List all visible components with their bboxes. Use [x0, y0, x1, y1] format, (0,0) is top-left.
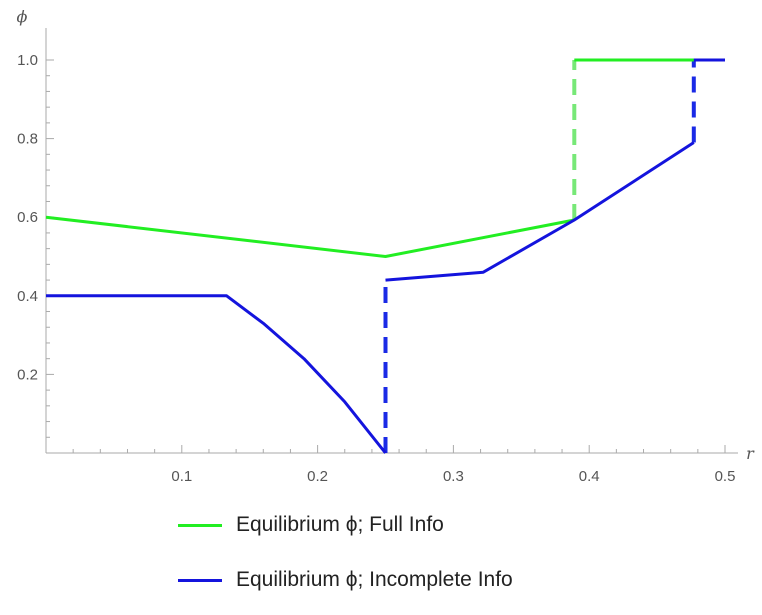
x-tick-label: 0.1	[171, 468, 192, 485]
legend-swatch-green	[178, 523, 222, 527]
series-1-line	[385, 141, 695, 282]
plot-area	[45, 58, 725, 454]
y-tick-label: 0.2	[17, 366, 38, 383]
axes	[45, 28, 738, 454]
series-0-line	[45, 215, 575, 258]
x-tick-label: 0.4	[579, 468, 600, 485]
x-axis-label: r	[746, 444, 755, 463]
x-tick-label: 0.3	[443, 468, 464, 485]
y-tick-label: 0.6	[17, 209, 38, 226]
legend-label: Equilibrium ϕ; Incomplete Info	[236, 568, 513, 591]
legend-label: Equilibrium ϕ; Full Info	[236, 513, 444, 536]
ticks: 0.1 0.2 0.3 0.4 0.5 0.2 0.4 0.6 0.8 1.0	[17, 52, 735, 485]
legend-item-full-info: Equilibrium ϕ; Full Info	[178, 505, 513, 545]
series-1-line	[46, 294, 387, 454]
y-axis-label: ϕ	[17, 7, 28, 26]
line-chart: 0.1 0.2 0.3 0.4 0.5 0.2 0.4 0.6 0.8 1.0 r ϕ	[17, 7, 756, 485]
y-tick-label: 1.0	[17, 52, 38, 69]
legend-item-incomplete-info: Equilibrium ϕ; Incomplete Info	[178, 560, 513, 600]
legend-swatch-blue	[178, 578, 222, 582]
x-tick-label: 0.2	[307, 468, 328, 485]
legend: Equilibrium ϕ; Full Info Equilibrium ϕ; …	[178, 505, 513, 615]
y-tick-label: 0.8	[17, 131, 38, 148]
y-tick-label: 0.4	[17, 288, 38, 305]
x-tick-label: 0.5	[715, 468, 736, 485]
